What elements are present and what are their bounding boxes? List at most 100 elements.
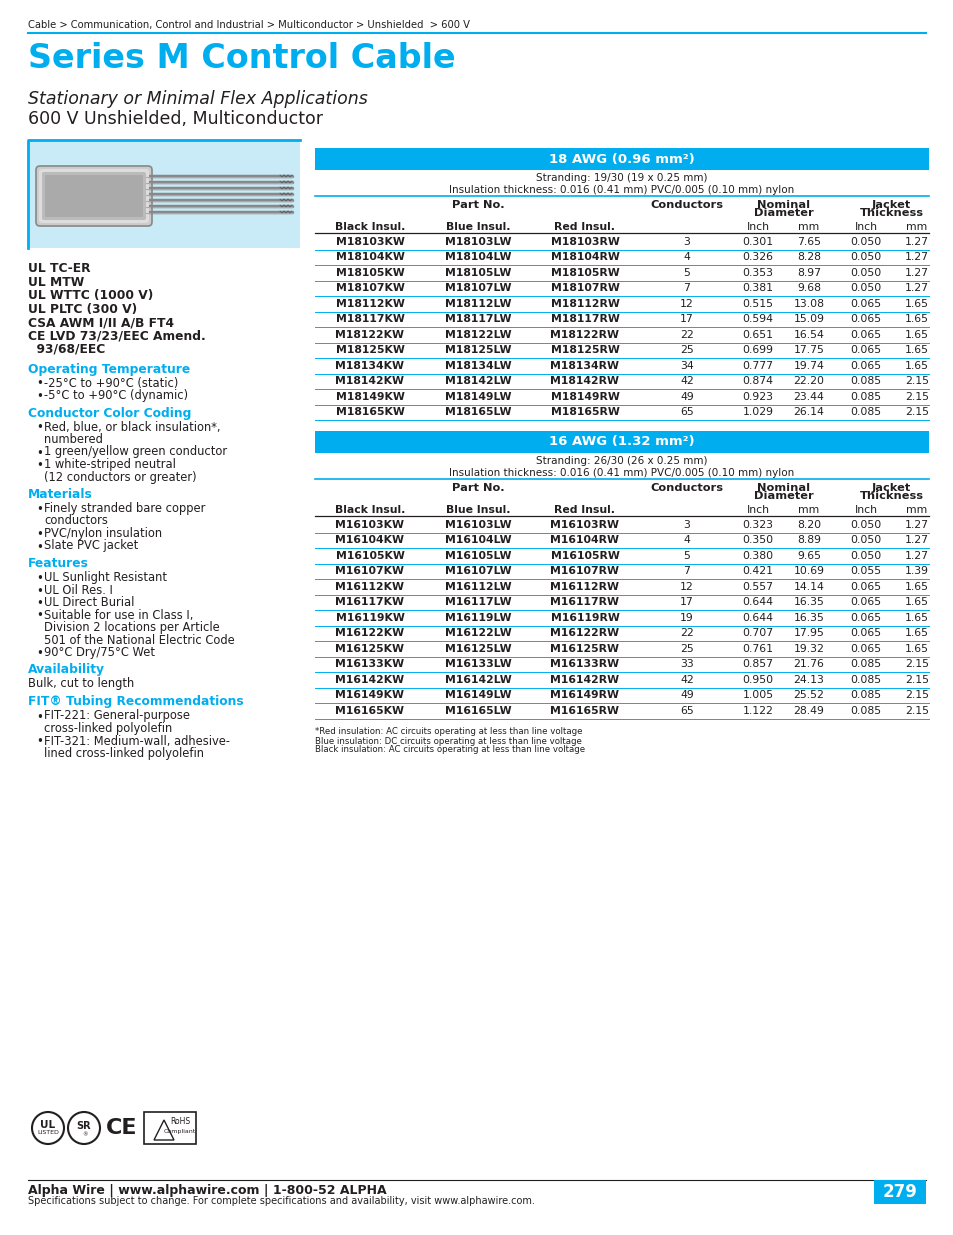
Text: 0.065: 0.065 (849, 346, 881, 356)
Text: 0.421: 0.421 (741, 567, 773, 577)
Text: M16165RW: M16165RW (550, 705, 618, 716)
Text: 0.065: 0.065 (849, 629, 881, 638)
Text: M18107KW: M18107KW (335, 283, 404, 293)
Text: 0.065: 0.065 (849, 330, 881, 340)
Bar (314, 641, 928, 657)
Text: 65: 65 (679, 408, 693, 417)
Text: 1.27: 1.27 (904, 283, 928, 293)
Text: 4: 4 (683, 252, 690, 262)
Bar (314, 579, 928, 594)
Text: 17.95: 17.95 (793, 629, 823, 638)
Text: M18107LW: M18107LW (444, 283, 511, 293)
Text: M18105RW: M18105RW (550, 268, 618, 278)
Text: FIT® Tubing Recommendations: FIT® Tubing Recommendations (28, 695, 243, 709)
Text: Jacket: Jacket (871, 483, 910, 493)
Text: M18165RW: M18165RW (550, 408, 618, 417)
Text: Diameter: Diameter (753, 492, 813, 501)
Text: 0.761: 0.761 (741, 643, 773, 653)
Text: 0.065: 0.065 (849, 314, 881, 325)
Text: M16119RW: M16119RW (550, 613, 618, 622)
Text: 28.49: 28.49 (793, 705, 823, 716)
Text: M16142KW: M16142KW (335, 674, 404, 684)
Text: •: • (36, 529, 43, 541)
Text: •: • (36, 447, 43, 459)
Text: 0.857: 0.857 (741, 659, 773, 669)
Text: 2.15: 2.15 (904, 391, 928, 401)
Text: 93/68/EEC: 93/68/EEC (28, 343, 105, 356)
Text: 0.050: 0.050 (849, 520, 881, 530)
Text: M18149KW: M18149KW (335, 391, 404, 401)
Text: Black Insul.: Black Insul. (335, 222, 405, 232)
Text: 1.029: 1.029 (741, 408, 773, 417)
Bar (314, 233, 928, 249)
Text: 1.27: 1.27 (904, 268, 928, 278)
Text: 25: 25 (679, 643, 693, 653)
Text: 16.35: 16.35 (793, 598, 823, 608)
Text: 1.65: 1.65 (904, 330, 928, 340)
Text: M16122LW: M16122LW (444, 629, 511, 638)
Text: 19.32: 19.32 (793, 643, 823, 653)
Text: 0.380: 0.380 (741, 551, 773, 561)
Text: Red, blue, or black insulation*,: Red, blue, or black insulation*, (44, 420, 220, 433)
Text: 25.52: 25.52 (793, 690, 823, 700)
Text: 0.050: 0.050 (849, 268, 881, 278)
Text: 12: 12 (679, 299, 693, 309)
Text: Part No.: Part No. (451, 200, 504, 210)
Text: 1.122: 1.122 (741, 705, 773, 716)
Text: 22: 22 (679, 629, 693, 638)
Text: M16133KW: M16133KW (335, 659, 404, 669)
Text: Stranding: 19/30 (19 x 0.25 mm): Stranding: 19/30 (19 x 0.25 mm) (536, 173, 707, 183)
Text: 17: 17 (679, 598, 693, 608)
Text: M18142RW: M18142RW (550, 377, 618, 387)
Text: 1.27: 1.27 (904, 520, 928, 530)
Text: M16142LW: M16142LW (444, 674, 511, 684)
Text: M16103KW: M16103KW (335, 520, 404, 530)
Text: 14.14: 14.14 (793, 582, 823, 592)
Text: M18107RW: M18107RW (550, 283, 618, 293)
Text: •: • (36, 597, 43, 610)
Text: M16112RW: M16112RW (550, 582, 618, 592)
Text: Inch: Inch (745, 222, 769, 232)
Text: cross-linked polyolefin: cross-linked polyolefin (44, 722, 172, 735)
Text: Red Insul.: Red Insul. (554, 222, 615, 232)
Text: 90°C Dry/75°C Wet: 90°C Dry/75°C Wet (44, 646, 154, 659)
Text: M18122LW: M18122LW (444, 330, 511, 340)
Text: M18112KW: M18112KW (335, 299, 404, 309)
Text: -25°C to +90°C (static): -25°C to +90°C (static) (44, 377, 178, 389)
Text: Features: Features (28, 557, 89, 571)
Bar (314, 672, 928, 688)
Text: Slate PVC jacket: Slate PVC jacket (44, 540, 138, 552)
Text: RoHS: RoHS (170, 1118, 190, 1126)
Text: M18103KW: M18103KW (335, 237, 404, 247)
Text: Nominal: Nominal (756, 483, 809, 493)
Text: M16122KW: M16122KW (335, 629, 404, 638)
Bar (314, 280, 928, 296)
Bar (314, 517, 928, 532)
Bar (28, 140, 299, 248)
Text: 1.65: 1.65 (904, 346, 928, 356)
Text: 0.065: 0.065 (849, 613, 881, 622)
Text: •: • (36, 390, 43, 403)
Text: 1.65: 1.65 (904, 299, 928, 309)
Text: M18112LW: M18112LW (444, 299, 511, 309)
Text: 2.15: 2.15 (904, 690, 928, 700)
Bar (314, 657, 928, 672)
Text: 5: 5 (683, 551, 690, 561)
Text: 0.301: 0.301 (741, 237, 773, 247)
Text: M18125KW: M18125KW (335, 346, 404, 356)
Text: Materials: Materials (28, 488, 92, 501)
Text: Black Insul.: Black Insul. (335, 505, 405, 515)
Bar (314, 327, 928, 342)
Text: 1.005: 1.005 (741, 690, 773, 700)
Text: Specifications subject to change. For complete specifications and availability, : Specifications subject to change. For co… (28, 1195, 535, 1207)
Bar (314, 431, 928, 453)
Circle shape (68, 1112, 100, 1144)
Text: M16125KW: M16125KW (335, 643, 404, 653)
Text: Stranding: 26/30 (26 x 0.25 mm): Stranding: 26/30 (26 x 0.25 mm) (536, 456, 707, 466)
Text: 9.65: 9.65 (796, 551, 821, 561)
Text: 1.65: 1.65 (904, 598, 928, 608)
Text: M16103RW: M16103RW (550, 520, 618, 530)
Text: 0.557: 0.557 (741, 582, 773, 592)
Text: 1.39: 1.39 (904, 567, 928, 577)
Text: M16104RW: M16104RW (550, 535, 618, 545)
